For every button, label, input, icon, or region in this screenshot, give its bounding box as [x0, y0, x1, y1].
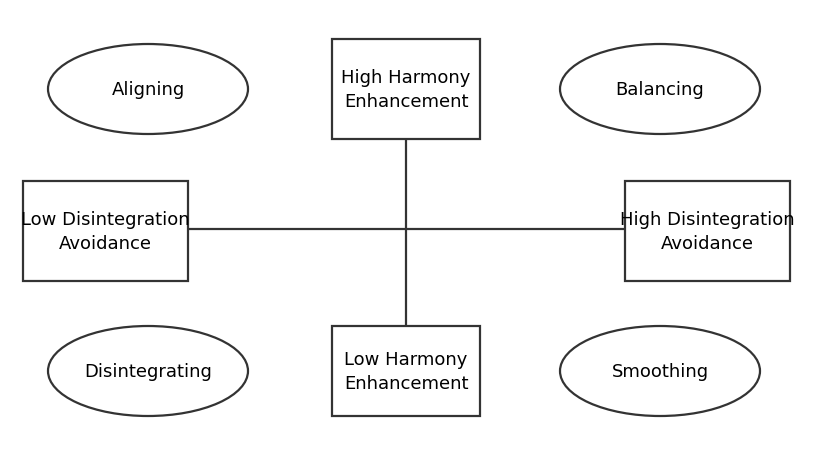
Text: Low Disintegration
Avoidance: Low Disintegration Avoidance: [20, 211, 189, 252]
Text: Aligning: Aligning: [111, 81, 185, 99]
Bar: [332, 326, 480, 416]
Text: Low Harmony
Enhancement: Low Harmony Enhancement: [344, 350, 468, 392]
Bar: [332, 40, 480, 140]
Text: High Disintegration
Avoidance: High Disintegration Avoidance: [620, 211, 794, 252]
Bar: [624, 182, 789, 281]
Ellipse shape: [560, 326, 760, 416]
Bar: [23, 182, 188, 281]
Text: Disintegrating: Disintegrating: [84, 362, 212, 380]
Text: Smoothing: Smoothing: [611, 362, 709, 380]
Ellipse shape: [48, 45, 248, 134]
Text: Balancing: Balancing: [615, 81, 704, 99]
Text: High Harmony
Enhancement: High Harmony Enhancement: [341, 69, 471, 111]
Ellipse shape: [48, 326, 248, 416]
Ellipse shape: [560, 45, 760, 134]
